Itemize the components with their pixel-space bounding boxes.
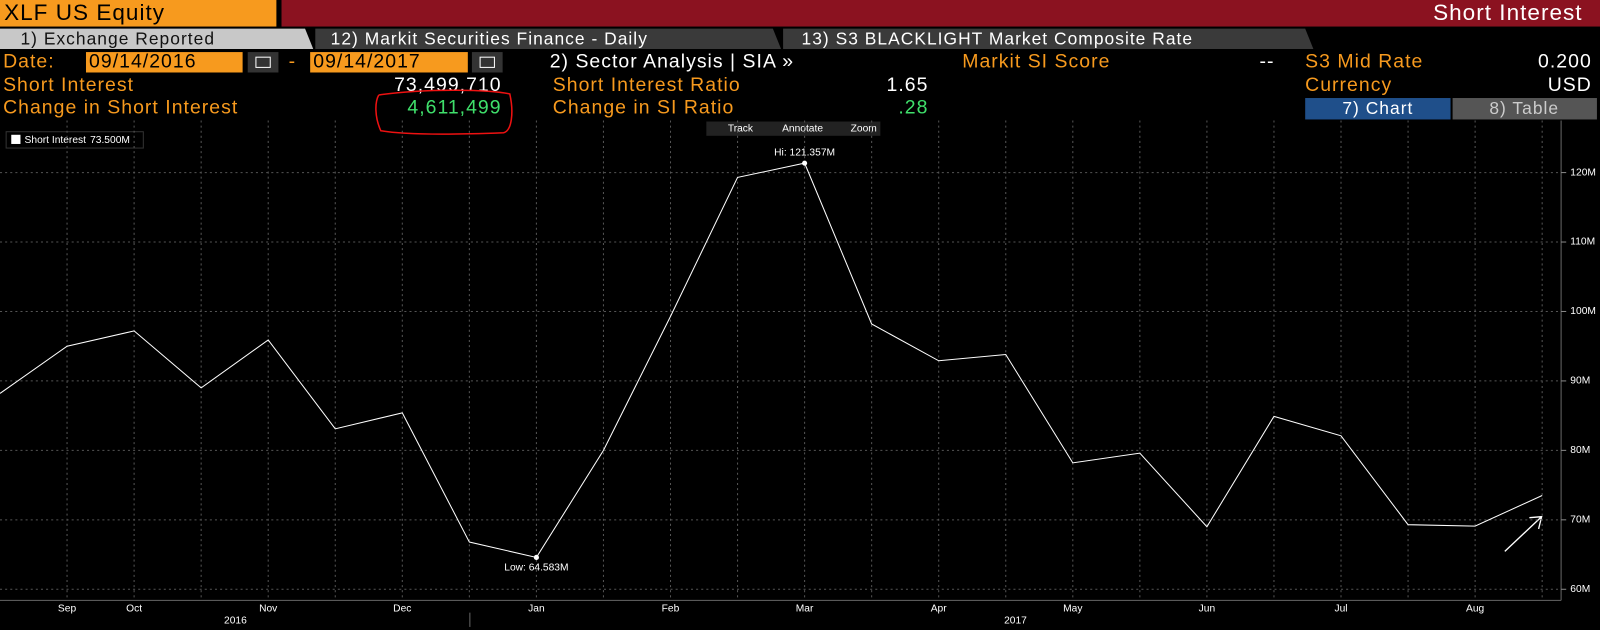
extreme-marker <box>802 160 808 166</box>
label: Change in SI Ratio <box>553 96 735 118</box>
annotation: Low: 64.583M <box>504 562 568 573</box>
chart-button[interactable] <box>1305 98 1451 120</box>
year-label: 2017 <box>1004 616 1027 627</box>
toolbar-item[interactable]: Annotate <box>782 123 823 134</box>
link[interactable]: 2) Sector Analysis | SIA » <box>550 50 794 72</box>
y-tick-label: 100M <box>1570 306 1596 317</box>
tab[interactable] <box>783 28 1314 50</box>
value: 0.200 <box>1538 50 1592 72</box>
tab-label: 12) Markit Securities Finance - Daily <box>331 28 648 48</box>
x-tick-label: Nov <box>259 603 278 614</box>
calendar-icon <box>479 56 495 68</box>
label: Currency <box>1305 74 1392 96</box>
x-tick-label: Apr <box>931 603 948 614</box>
x-tick-label: Jan <box>528 603 545 614</box>
legend-text: 73.500M <box>90 135 130 146</box>
label: Short Interest Ratio <box>553 74 741 96</box>
x-tick-label: Mar <box>796 603 814 614</box>
legend-swatch <box>11 134 21 144</box>
title-bar <box>281 0 1600 27</box>
x-tick-label: May <box>1063 603 1083 614</box>
y-tick-label: 120M <box>1570 167 1596 178</box>
value: 4,611,499 <box>407 96 501 118</box>
x-tick-label: Jul <box>1334 603 1347 614</box>
legend-text: Short Interest <box>25 135 87 146</box>
calendar-button[interactable] <box>247 52 279 73</box>
y-tick-label: 60M <box>1570 584 1590 595</box>
calendar-icon <box>255 56 271 68</box>
year-label: 2016 <box>224 616 247 627</box>
value: 73,499,710 <box>394 74 501 96</box>
label: Change in Short Interest <box>3 96 238 118</box>
toolbar-item[interactable]: Track <box>728 123 754 134</box>
value: .28 <box>898 96 928 118</box>
ticker: XLF US Equity <box>4 0 165 25</box>
y-tick-label: 70M <box>1570 515 1590 526</box>
legend-label: Short Interest 73.500M <box>25 135 130 146</box>
tab[interactable] <box>0 28 314 50</box>
x-tick-label: Jun <box>1199 603 1216 614</box>
x-tick-label: Dec <box>393 603 411 614</box>
legend <box>5 131 144 149</box>
label: Short Interest <box>3 74 134 96</box>
label: Markit SI Score <box>962 50 1110 72</box>
y-tick-label: 110M <box>1570 237 1595 248</box>
x-tick-label: Sep <box>58 603 77 614</box>
button-label: 7) Chart <box>1342 98 1413 118</box>
value: 1.65 <box>887 74 929 96</box>
button-label: 8) Table <box>1489 98 1559 118</box>
calendar-button[interactable] <box>471 52 503 73</box>
extreme-marker <box>533 554 539 561</box>
highlight-circle <box>375 89 513 135</box>
value: -- <box>1259 50 1274 72</box>
tab-label: 1) Exchange Reported <box>20 28 215 48</box>
label: S3 Mid Rate <box>1305 50 1423 72</box>
y-tick-label: 80M <box>1570 445 1590 456</box>
ticker-box <box>0 0 277 27</box>
date-box[interactable] <box>310 52 468 73</box>
x-tick-label: Aug <box>1466 603 1485 614</box>
separator: - <box>289 50 297 72</box>
drawn-arrow <box>1504 515 1543 552</box>
table-button[interactable] <box>1452 98 1597 120</box>
title: Short Interest <box>1433 0 1582 25</box>
value: USD <box>1548 74 1592 96</box>
date: 09/14/2016 <box>89 50 196 72</box>
series-line <box>0 162 1543 559</box>
label: Date: <box>3 50 55 72</box>
date-box[interactable] <box>85 52 243 73</box>
toolbar <box>706 121 881 136</box>
tab[interactable] <box>315 28 782 50</box>
x-tick-label: Feb <box>662 603 680 614</box>
y-tick-label: 90M <box>1570 376 1590 387</box>
tab-label: 13) S3 BLACKLIGHT Market Composite Rate <box>802 28 1194 48</box>
x-tick-label: Oct <box>126 603 142 614</box>
date: 09/14/2017 <box>313 50 420 72</box>
toolbar-item[interactable]: Zoom <box>851 123 877 134</box>
annotation: Hi: 121.357M <box>774 148 835 159</box>
